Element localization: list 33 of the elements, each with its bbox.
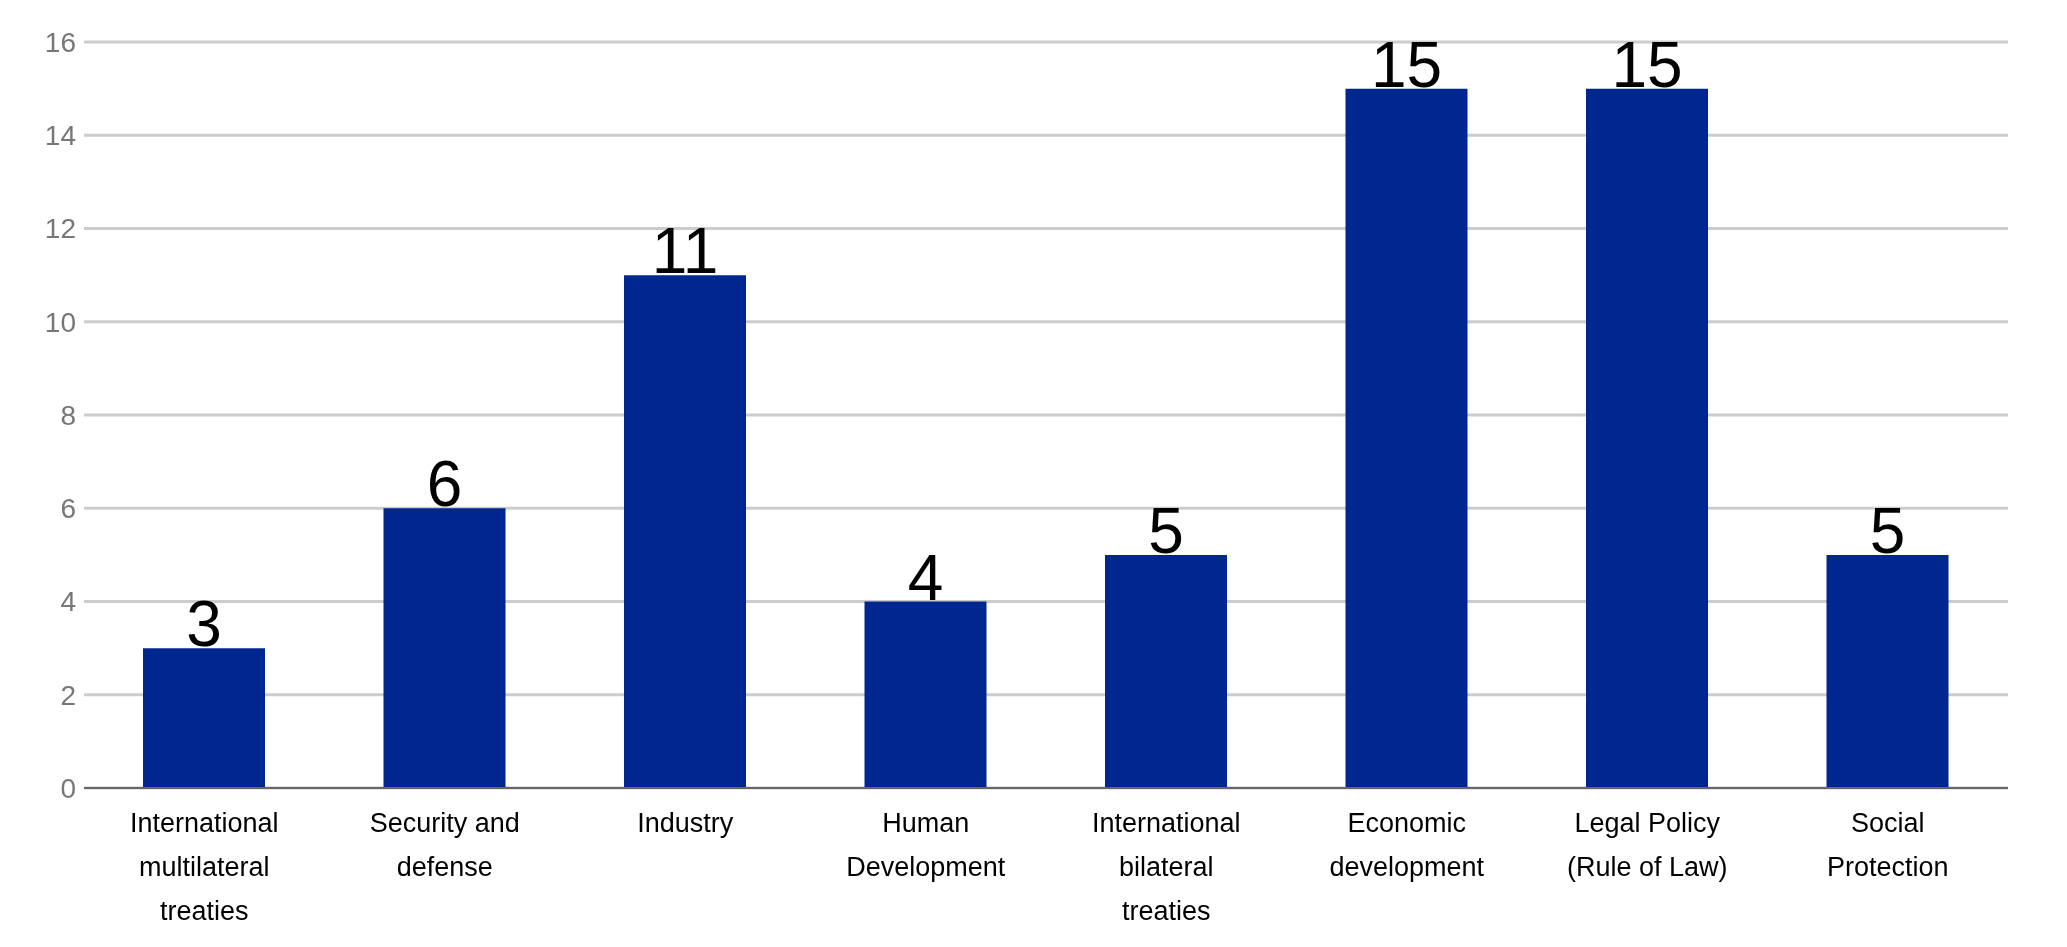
y-tick-label: 6 — [60, 493, 76, 525]
data-label: 15 — [1611, 28, 1683, 101]
bar — [864, 601, 987, 788]
x-tick-label: Social Protection — [1826, 808, 1949, 882]
y-tick-label: 14 — [44, 120, 76, 152]
bar — [1345, 88, 1468, 788]
bar — [143, 648, 265, 788]
x-tick-label: Legal Policy (Rule of Law) — [1566, 808, 1728, 882]
data-label: 15 — [1370, 28, 1443, 101]
y-tick-label: 16 — [44, 26, 76, 58]
data-label: 5 — [1148, 494, 1184, 567]
y-tick-label: 12 — [44, 213, 76, 245]
x-tick-label: Security and defense — [369, 808, 520, 882]
x-tick-label: Economic development — [1329, 808, 1485, 882]
y-tick-label: 10 — [44, 306, 76, 338]
y-tick-label: 8 — [60, 399, 76, 431]
x-tick-label: Human Development — [846, 808, 1006, 882]
y-tick-label: 0 — [60, 772, 76, 804]
bar — [1586, 88, 1708, 788]
x-tick-label: International bilateral treaties — [1091, 808, 1241, 926]
bar — [383, 508, 506, 788]
y-tick-label: 2 — [60, 679, 76, 711]
data-label: 6 — [426, 448, 463, 521]
bar — [1826, 554, 1949, 788]
data-label: 5 — [1869, 494, 1906, 567]
y-tick-label: 4 — [60, 586, 76, 618]
x-tick-label: International multilateral treaties — [129, 808, 279, 926]
bar — [1105, 554, 1227, 788]
data-label: 4 — [907, 541, 944, 614]
data-label: 3 — [186, 588, 222, 661]
data-label: 11 — [651, 215, 719, 288]
x-tick-label: Industry — [637, 808, 734, 838]
bar — [624, 275, 746, 788]
